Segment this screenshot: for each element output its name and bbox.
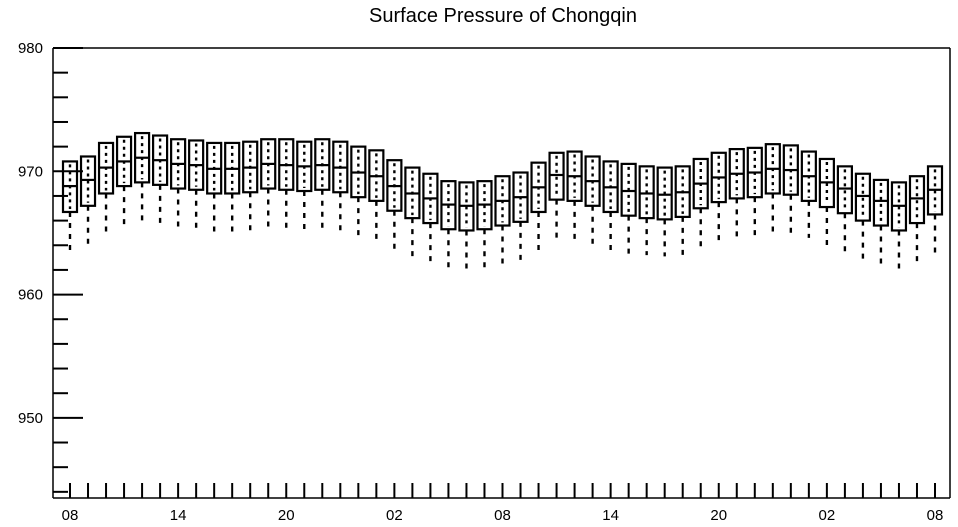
box-item: [494, 175, 511, 264]
box-item: [458, 181, 475, 269]
box-item: [170, 138, 187, 228]
box-body: [908, 175, 926, 225]
box-item: [61, 160, 79, 253]
box-item: [115, 135, 133, 227]
box-item: [674, 165, 691, 256]
box-item: [242, 140, 259, 233]
x-tick-label: 20: [278, 507, 295, 524]
box-item: [764, 143, 781, 232]
box-item: [296, 140, 313, 231]
box-body: [548, 151, 565, 201]
x-tick-label: 08: [927, 507, 944, 524]
box-item: [152, 134, 169, 226]
box-item: [512, 171, 529, 261]
box-body: [836, 165, 853, 215]
box-item: [260, 138, 277, 230]
x-tick-label: 08: [62, 507, 79, 524]
y-tick-label: 980: [18, 40, 43, 57]
plot-frame: [52, 47, 951, 499]
box-item: [818, 157, 835, 246]
box-item: [314, 138, 331, 230]
x-tick-label: 08: [494, 507, 511, 524]
y-tick-label: 950: [18, 410, 43, 427]
box-body: [656, 166, 673, 221]
box-item: [584, 155, 601, 246]
box-body: [638, 165, 655, 220]
box-item: [548, 151, 565, 241]
box-body: [79, 155, 97, 207]
box-body: [872, 178, 890, 227]
box-item: [476, 180, 493, 268]
box-item: [97, 141, 115, 232]
box-item: [404, 166, 421, 259]
x-axis-ticks: 08 14 20 02 08 14 20 02 08: [62, 483, 944, 524]
box-item: [710, 151, 727, 242]
box-item: [800, 150, 817, 238]
box-body: [620, 162, 637, 217]
box-item: [836, 165, 853, 253]
x-tick-label: 14: [602, 507, 619, 524]
box-item: [854, 172, 872, 261]
box-item: [692, 157, 709, 248]
box-item: [620, 162, 637, 254]
box-item: [188, 139, 205, 231]
box-item: [278, 138, 295, 230]
box-item: [782, 144, 799, 233]
box-item: [566, 150, 583, 240]
box-item: [79, 155, 97, 245]
box-item: [728, 147, 745, 238]
box-item: [656, 166, 673, 257]
box-item: [890, 181, 908, 269]
box-item: [602, 160, 619, 251]
box-series: [61, 131, 944, 269]
box-item: [746, 146, 763, 236]
box-item: [440, 180, 457, 269]
box-item: [530, 161, 547, 252]
x-tick-label: 14: [170, 507, 187, 524]
x-tick-label: 02: [386, 507, 403, 524]
x-tick-label: 20: [710, 507, 727, 524]
y-tick-label: 960: [18, 287, 43, 304]
box-item: [224, 141, 241, 235]
box-item: [908, 175, 926, 263]
box-item: [332, 140, 349, 232]
box-item: [386, 159, 403, 252]
box-item: [350, 145, 367, 236]
y-axis-ticks: 950 960 970 980: [18, 40, 83, 493]
box-item: [638, 165, 655, 256]
box-item: [422, 172, 439, 264]
box-item: [368, 149, 385, 240]
box-item: [926, 165, 944, 254]
box-item: [206, 141, 223, 233]
box-item: [872, 178, 890, 265]
x-tick-label: 02: [819, 507, 836, 524]
box-body: [854, 172, 872, 222]
box-item: [133, 131, 151, 224]
chart-title: Surface Pressure of Chongqin: [369, 5, 637, 27]
y-tick-label: 970: [18, 163, 43, 180]
